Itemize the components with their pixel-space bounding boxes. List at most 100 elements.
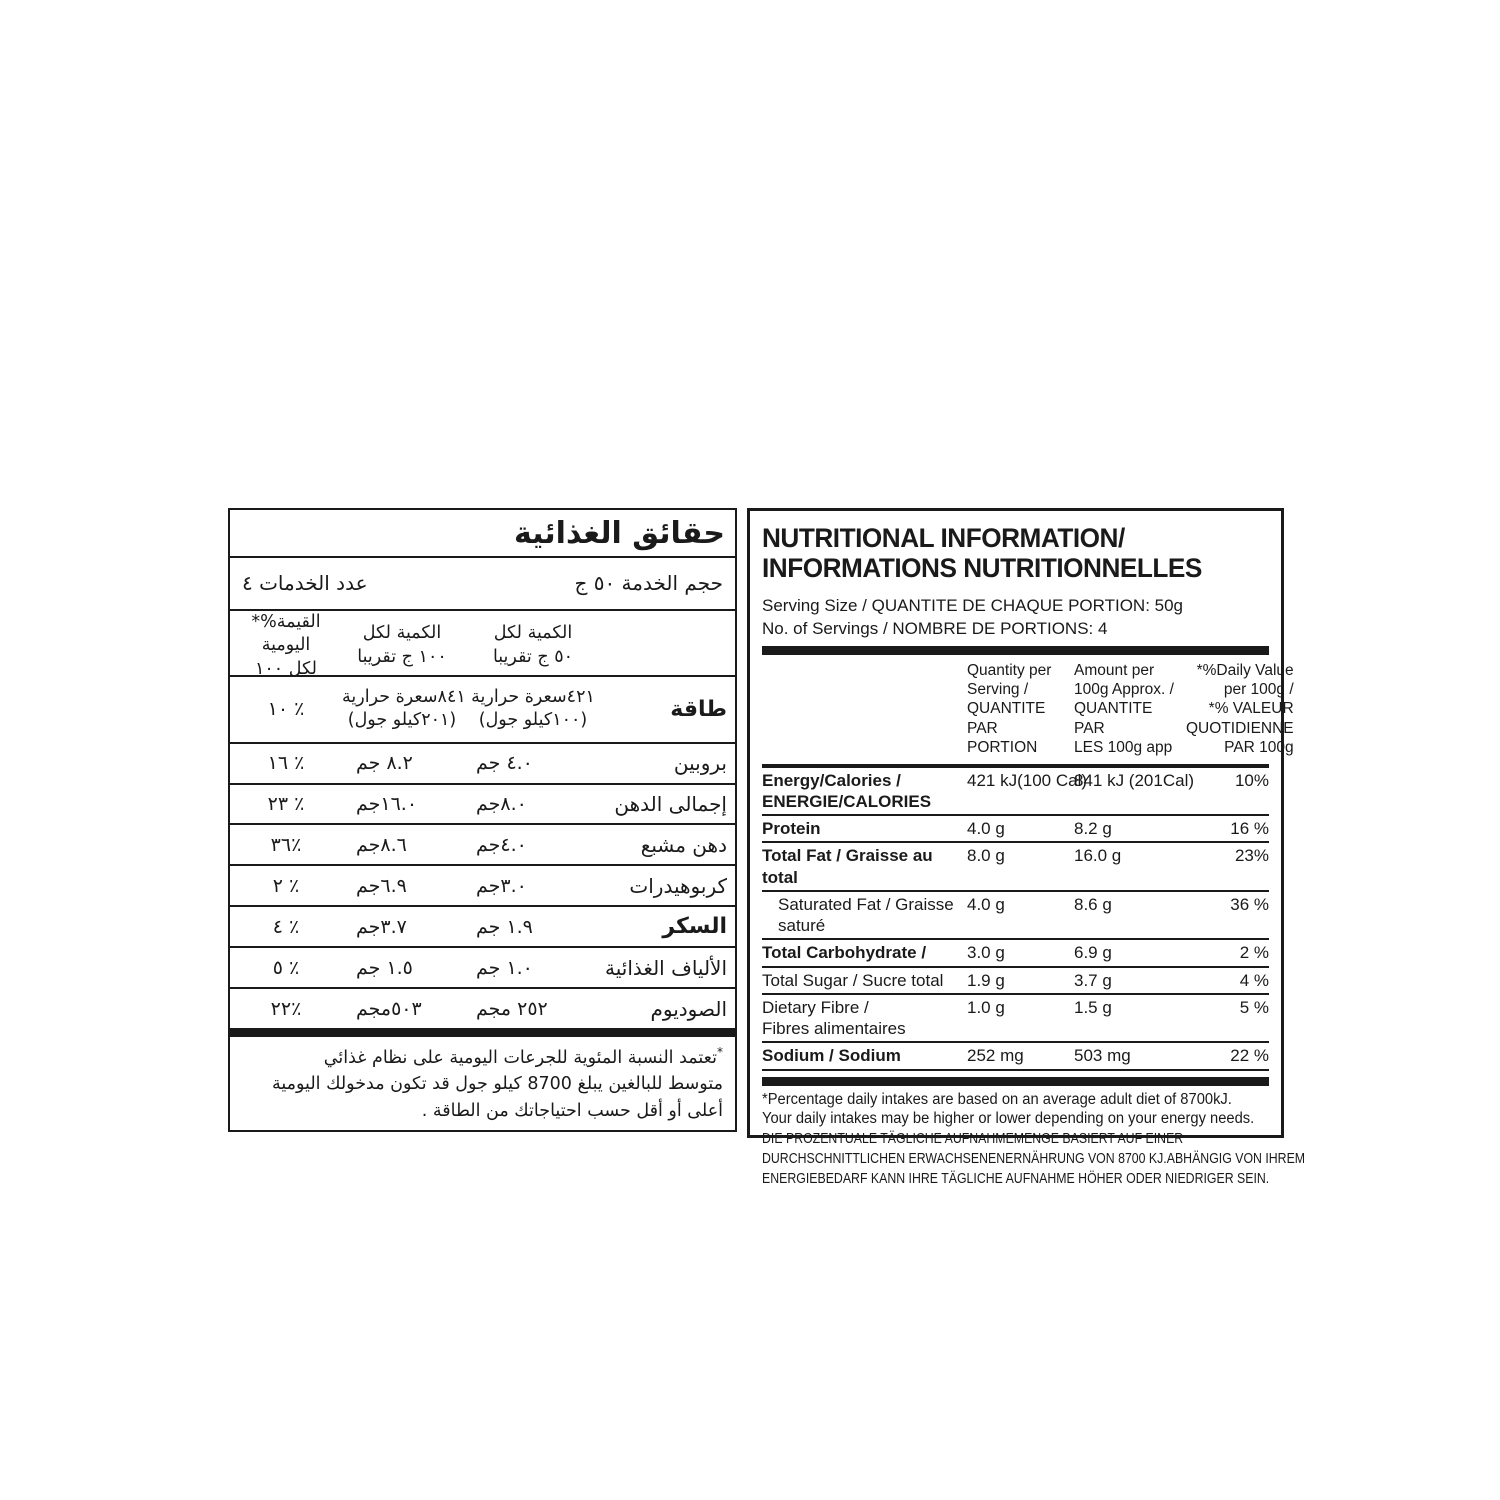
english-nutrition-panel: NUTRITIONAL INFORMATION/ INFORMATIONS NU… (747, 508, 1305, 1187)
arabic-col-per-100g: الكمية لكل ١٠٠ ج تقريبا (357, 623, 447, 667)
sugar-name: Total Sugar / Sucre total (762, 970, 944, 990)
arabic-col-per-50g: الكمية لكل ٥٠ ج تقريبا (492, 623, 574, 667)
table-row-protein: Protein 4.0 g 8.2 g 16 % (762, 816, 1269, 844)
fibre-amount: 1.5 g (1074, 997, 1112, 1017)
sodium-name: Sodium / Sodium (762, 1046, 901, 1066)
sodium-qty: 252 mg (967, 1046, 1024, 1066)
protein-dv: 16 % (1230, 819, 1269, 839)
table-row-total-fat-ar: ٢٣ ٪ ١٦.٠جم ٨.٠جم إجمالى الدهن (230, 785, 735, 826)
sugar-per100-ar: ٣.٧جم (356, 915, 407, 938)
sugar-name-ar: السكر (662, 914, 727, 940)
energy-name: Energy/Calories / ENERGIE/CALORIES (762, 770, 932, 811)
table-row-fibre: Dietary Fibre / Fibres alimentaires 1.0 … (762, 995, 1269, 1044)
total-fat-name: Total Fat / Graisse au total (762, 846, 933, 887)
total-fat-per100-ar: ١٦.٠جم (356, 792, 418, 815)
table-row-energy-ar: ١٠ ٪ ٨٤١سعرة حرارية (٢٠١كيلو جول) ٤٢١سعر… (230, 677, 735, 744)
english-servings-count: No. of Servings / NOMBRE DE PORTIONS: 4 (762, 618, 1108, 638)
arabic-col-daily-value: *%القيمة اليومية لكل ١٠٠ (251, 611, 321, 679)
fibre-dv-ar: ٥ ٪ (272, 956, 300, 979)
total-fat-qty: 8.0 g (967, 846, 1005, 866)
table-row-sugar: Total Sugar / Sucre total 1.9 g 3.7 g 4 … (762, 968, 1269, 995)
english-col-daily-value: *%Daily Value per 100g / *% VALEUR QUOTI… (1186, 661, 1294, 757)
saturated-fat-per50-ar: ٤.٠جم (476, 833, 527, 856)
saturated-fat-name: Saturated Fat / Graisse saturé (778, 894, 954, 936)
protein-per100-ar: ٨.٢ جم (356, 752, 413, 774)
carbohydrate-per100-ar: ٦.٩جم (356, 874, 407, 897)
protein-dv-ar: ١٦ ٪ (267, 752, 305, 774)
fibre-per100-ar: ١.٥ جم (356, 956, 413, 979)
total-fat-dv: 23% (1234, 846, 1269, 866)
footnote-en-line1: *Percentage daily intakes are based on a… (762, 1090, 1232, 1108)
sugar-qty: 1.9 g (967, 970, 1005, 990)
english-panel-title: NUTRITIONAL INFORMATION/ INFORMATIONS NU… (762, 523, 1202, 584)
arabic-serving-size: حجم الخدمة ٥٠ ج (574, 571, 723, 596)
english-col-nutrient-spacer (762, 661, 967, 758)
table-row-fibre-ar: ٥ ٪ ١.٥ جم ١.٠ جم الألياف الغذائية (230, 948, 735, 990)
table-row-sodium-ar: ٢٢٪ ٥٠٣مجم ٢٥٢ مجم الصوديوم (230, 989, 735, 1031)
saturated-fat-dv-ar: ٣٦٪ (270, 833, 302, 856)
energy-amount: 841 kJ (201Cal) (1074, 770, 1195, 790)
saturated-fat-qty: 4.0 g (967, 894, 1005, 914)
saturated-fat-per100-ar: ٨.٦جم (356, 833, 407, 856)
total-fat-dv-ar: ٢٣ ٪ (267, 792, 305, 815)
table-row-sodium: Sodium / Sodium 252 mg 503 mg 22 % (762, 1043, 1269, 1071)
protein-name: Protein (762, 819, 821, 839)
arabic-column-headers: *%القيمة اليومية لكل ١٠٠ الكمية لكل ١٠٠ … (230, 611, 735, 679)
english-col-quantity: Quantity per Serving / QUANTITE PAR PORT… (967, 661, 1052, 757)
english-thick-divider-top (762, 645, 1269, 655)
footnote-de-line1: DIE PROZENTUALE TÄGLICHE AUFNAHMEMENGE B… (762, 1131, 1184, 1148)
footnote-de-line3: ENERGIEBEDARF KANN IHRE TÄGLICHE AUFNAHM… (762, 1170, 1270, 1187)
sodium-amount: 503 mg (1074, 1046, 1131, 1066)
saturated-fat-name-ar: دهن مشبع (640, 832, 727, 857)
total-fat-name-ar: إجمالى الدهن (614, 791, 727, 816)
energy-name-ar: طاقة (670, 696, 727, 722)
protein-amount: 8.2 g (1074, 819, 1112, 839)
energy-dv: 10% (1234, 770, 1269, 790)
total-fat-per50-ar: ٨.٠جم (476, 792, 527, 815)
arabic-servings-count: عدد الخدمات ٤ (242, 571, 368, 596)
english-thick-divider-bottom (762, 1076, 1269, 1086)
fibre-dv: 5 % (1239, 997, 1269, 1017)
sugar-amount: 3.7 g (1074, 970, 1112, 990)
table-row-energy: Energy/Calories / ENERGIE/CALORIES 421 k… (762, 768, 1269, 817)
arabic-panel-title: حقائق الغذائية (513, 515, 725, 551)
footnote-star-ar: * (717, 1045, 723, 1060)
footnote-en-line2: Your daily intakes may be higher or lowe… (762, 1110, 1255, 1128)
carbohydrate-per50-ar: ٣.٠جم (476, 874, 527, 897)
table-row-saturated-fat: Saturated Fat / Graisse saturé 4.0 g 8.6… (762, 892, 1269, 941)
sodium-dv: 22 % (1230, 1046, 1269, 1066)
sodium-dv-ar: ٢٢٪ (270, 997, 302, 1020)
table-row-total-fat: Total Fat / Graisse au total 8.0 g 16.0 … (762, 843, 1269, 892)
energy-qty: 421 kJ(100 Cal) (967, 770, 1088, 790)
english-serving-info: Serving Size / QUANTITE DE CHAQUE PORTIO… (762, 595, 1269, 639)
protein-qty: 4.0 g (967, 819, 1005, 839)
saturated-fat-amount: 8.6 g (1074, 894, 1112, 914)
table-row-carbohydrate: Total Carbohydrate / 3.0 g 6.9 g 2 % (762, 940, 1269, 968)
saturated-fat-dv: 36 % (1230, 894, 1269, 914)
arabic-serving-row: عدد الخدمات ٤ حجم الخدمة ٥٠ ج (230, 558, 735, 611)
arabic-title-row: حقائق الغذائية (230, 510, 735, 559)
carbohydrate-dv: 2 % (1239, 943, 1269, 963)
sodium-per100-ar: ٥٠٣مجم (356, 997, 422, 1020)
fibre-per50-ar: ١.٠ جم (476, 956, 533, 979)
fibre-name-ar: الألياف الغذائية (605, 955, 727, 980)
english-serving-size: Serving Size / QUANTITE DE CHAQUE PORTIO… (762, 596, 1184, 616)
carbohydrate-name: Total Carbohydrate / (762, 943, 927, 963)
energy-per50-ar: ٤٢١سعرة حرارية (١٠٠كيلو جول) (471, 687, 595, 731)
table-row-carbohydrate-ar: ٢ ٪ ٦.٩جم ٣.٠جم كربوهيدرات (230, 866, 735, 908)
english-footnote: *Percentage daily intakes are based on a… (762, 1090, 1306, 1189)
sugar-dv: 4 % (1239, 970, 1269, 990)
fibre-qty: 1.0 g (967, 997, 1005, 1017)
carbohydrate-qty: 3.0 g (967, 943, 1005, 963)
arabic-thick-divider (230, 1030, 735, 1038)
energy-dv-ar: ١٠ ٪ (267, 698, 305, 721)
table-row-protein-ar: ١٦ ٪ ٨.٢ جم ٤.٠ جم بروبين (230, 744, 735, 785)
header-divider (762, 763, 1269, 768)
fibre-name: Dietary Fibre / Fibres alimentaires (762, 997, 906, 1039)
footnote-de-line2: DURCHSCHNITTLICHEN ERWACHSENENERNÄHRUNG … (762, 1151, 1306, 1168)
sugar-per50-ar: ١.٩ جم (476, 915, 533, 938)
sodium-name-ar: الصوديوم (650, 996, 727, 1021)
total-fat-amount: 16.0 g (1074, 846, 1122, 866)
carbohydrate-name-ar: كربوهيدرات (629, 873, 727, 898)
